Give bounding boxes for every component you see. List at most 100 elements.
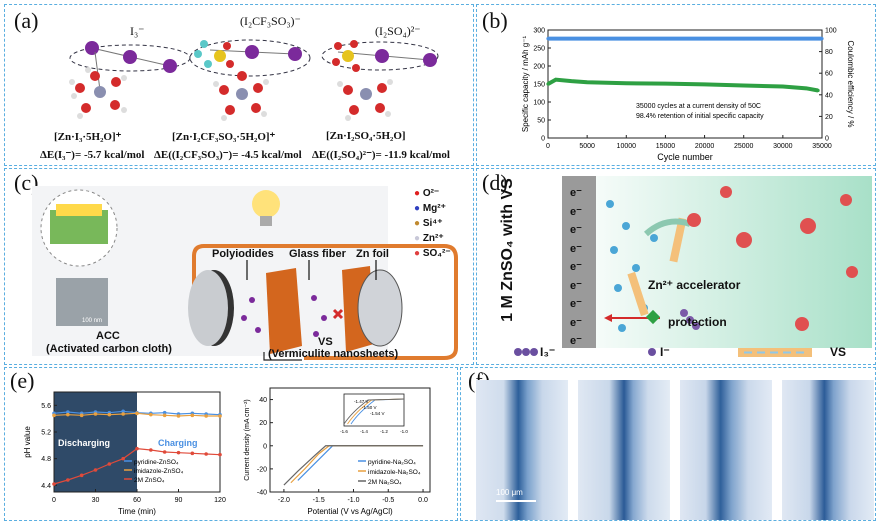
annotation-retention: 98.4% retention of initial specific capa… — [636, 113, 764, 120]
y-right-tick-label: 0 — [825, 136, 829, 143]
molecule-1-title: I₃⁻ — [130, 24, 145, 38]
y-tick-label: 4.8 — [41, 456, 51, 463]
legend-label-2: 2M ZnSO₄ — [134, 477, 165, 484]
x-axis-label: Potential (V vs Ag/AgCl) — [307, 507, 393, 516]
legend-label-0: pyridine-ZnSO₄ — [134, 459, 179, 466]
panel-d-frame — [476, 168, 876, 365]
x-tick-label: 120 — [214, 497, 226, 504]
schematic-arrows — [246, 260, 377, 280]
label-acc-full: (Activated carbon cloth) — [46, 343, 172, 355]
lsv-chart: -2.0 -1.5 -1.0 -0.5 0.0 -40 -20 0 20 40 Potential … — [244, 387, 431, 516]
series-point-1 — [135, 411, 139, 416]
electron-5: e⁻ — [570, 261, 582, 273]
x-tick-label: 25000 — [734, 143, 754, 150]
inset-label-0: -1.47 V — [354, 399, 369, 404]
series-line-1 — [547, 77, 819, 93]
y-tick-label: 5.2 — [41, 430, 51, 437]
panel-d-letter: (d) — [482, 170, 508, 195]
y-right-axis-label: Coulombic efficiency / % — [846, 41, 855, 128]
legend-iodide: I⁻ — [660, 345, 670, 359]
micrograph-3 — [680, 380, 772, 520]
x-tick-label: 10000 — [617, 143, 637, 150]
mechanism-diagram — [514, 176, 872, 357]
series-point-1 — [816, 88, 820, 93]
x-tick-label: 5000 — [579, 143, 595, 150]
molecule-1 — [69, 41, 191, 119]
legend-label-0: pyridine-Na₂SO₄ — [368, 459, 416, 466]
y-tick-label: 5.6 — [41, 403, 51, 410]
accelerator-label: Zn²⁺ accelerator — [648, 278, 741, 292]
series-point-1 — [149, 412, 153, 417]
molecule-2-title: (I₂CF₃SO₃)⁻ — [240, 14, 301, 28]
micrograph-scale-label: 100 μm — [496, 488, 523, 497]
series-point-2 — [93, 468, 98, 472]
x-tick-label: 90 — [175, 497, 183, 504]
series-point-1 — [190, 413, 195, 418]
legend-i3: I₃⁻ — [540, 345, 556, 359]
series-point-2 — [176, 450, 181, 455]
x-tick-label: 20000 — [695, 143, 715, 150]
electron-2: e⁻ — [570, 205, 582, 218]
label-polyiodides: Polyiodides — [212, 248, 274, 260]
y-tick-label: 250 — [533, 46, 545, 53]
series-point-1 — [742, 83, 746, 88]
series-point-0 — [742, 37, 746, 41]
legend-oxygen: ● O²⁻ — [414, 188, 440, 199]
micrograph-1 — [476, 380, 568, 520]
inset-tick-label: -1.0 — [400, 429, 408, 434]
y-tick-label: 150 — [533, 82, 545, 89]
molecule-3-formula: [Zn·I₂SO₄·5H₂O] — [326, 130, 406, 142]
molecule-structures — [69, 39, 439, 121]
x-tick-label: -1.5 — [313, 497, 325, 504]
panel-f-frame — [460, 367, 876, 521]
series-point-1 — [79, 413, 84, 418]
electron-8: e⁻ — [570, 316, 582, 329]
protection-label: protection — [668, 315, 727, 329]
series-point-2 — [121, 456, 125, 461]
inset-tick-label: -1.6 — [340, 429, 348, 434]
label-vs-full: (Vermiculite nanosheets) — [268, 348, 399, 360]
annotation-cycles: 35000 cycles at a current density of 50C — [636, 103, 761, 110]
x-tick-label: 0 — [546, 143, 550, 150]
discharge-region — [54, 392, 137, 492]
electron-6: e⁻ — [570, 279, 582, 292]
y-tick-label: 200 — [533, 64, 545, 71]
x-tick-label: 60 — [133, 497, 141, 504]
series-point-1 — [218, 414, 222, 418]
label-glass-fiber: Glass fiber — [289, 248, 346, 260]
series-point-1 — [204, 414, 208, 418]
series-point-1 — [162, 413, 167, 418]
x-tick-label: -2.0 — [278, 497, 290, 504]
series-point-1 — [107, 412, 112, 417]
y-tick-label: 300 — [533, 28, 545, 35]
electron-column: e⁻ e⁻ e⁻ e⁻ e⁻ e⁻ e⁻ e⁻ e⁻ — [570, 184, 582, 351]
series-point-2 — [135, 446, 139, 451]
y-right-tick-label: 80 — [825, 49, 833, 56]
series-point-2 — [79, 473, 84, 478]
series-point-1 — [585, 80, 589, 84]
legend-magnesium: ● Mg²⁺ — [414, 203, 446, 214]
molecule-3-title: (I₂SO₄)²⁻ — [375, 24, 421, 38]
molecule-3-energy: ΔE((I₂SO₄)²⁻)= -11.9 kcal/mol — [312, 149, 450, 161]
legend-label-2: 2M Na₂SO₄ — [368, 479, 402, 486]
x-tick-label: -1.0 — [347, 497, 359, 504]
series-point-1 — [569, 79, 574, 83]
ph-chart: Discharging Charging 0 30 60 90 120 4.4 4.8 5.2 5.… — [23, 391, 226, 516]
y-right-tick-label: 40 — [825, 92, 833, 99]
series-point-0 — [624, 37, 628, 41]
electron-9: e⁻ — [570, 335, 582, 347]
series-point-1 — [663, 82, 668, 86]
series-point-1 — [554, 78, 558, 82]
battery-schematic — [32, 186, 458, 361]
series-point-0 — [546, 37, 550, 41]
molecule-1-formula: [Zn·I₃·5H₂O]⁺ — [54, 131, 122, 143]
series-point-0 — [121, 409, 125, 414]
y-tick-label: 0 — [541, 136, 545, 143]
legend-sulfate: ● SO₄²⁻ — [414, 248, 451, 259]
y-axis-label: pH value — [23, 426, 32, 458]
series-point-1 — [121, 412, 125, 416]
series-point-0 — [585, 37, 589, 41]
micrograph-scale-bar — [496, 500, 536, 502]
panel-b-frame — [476, 4, 876, 166]
electron-7: e⁻ — [570, 298, 582, 310]
